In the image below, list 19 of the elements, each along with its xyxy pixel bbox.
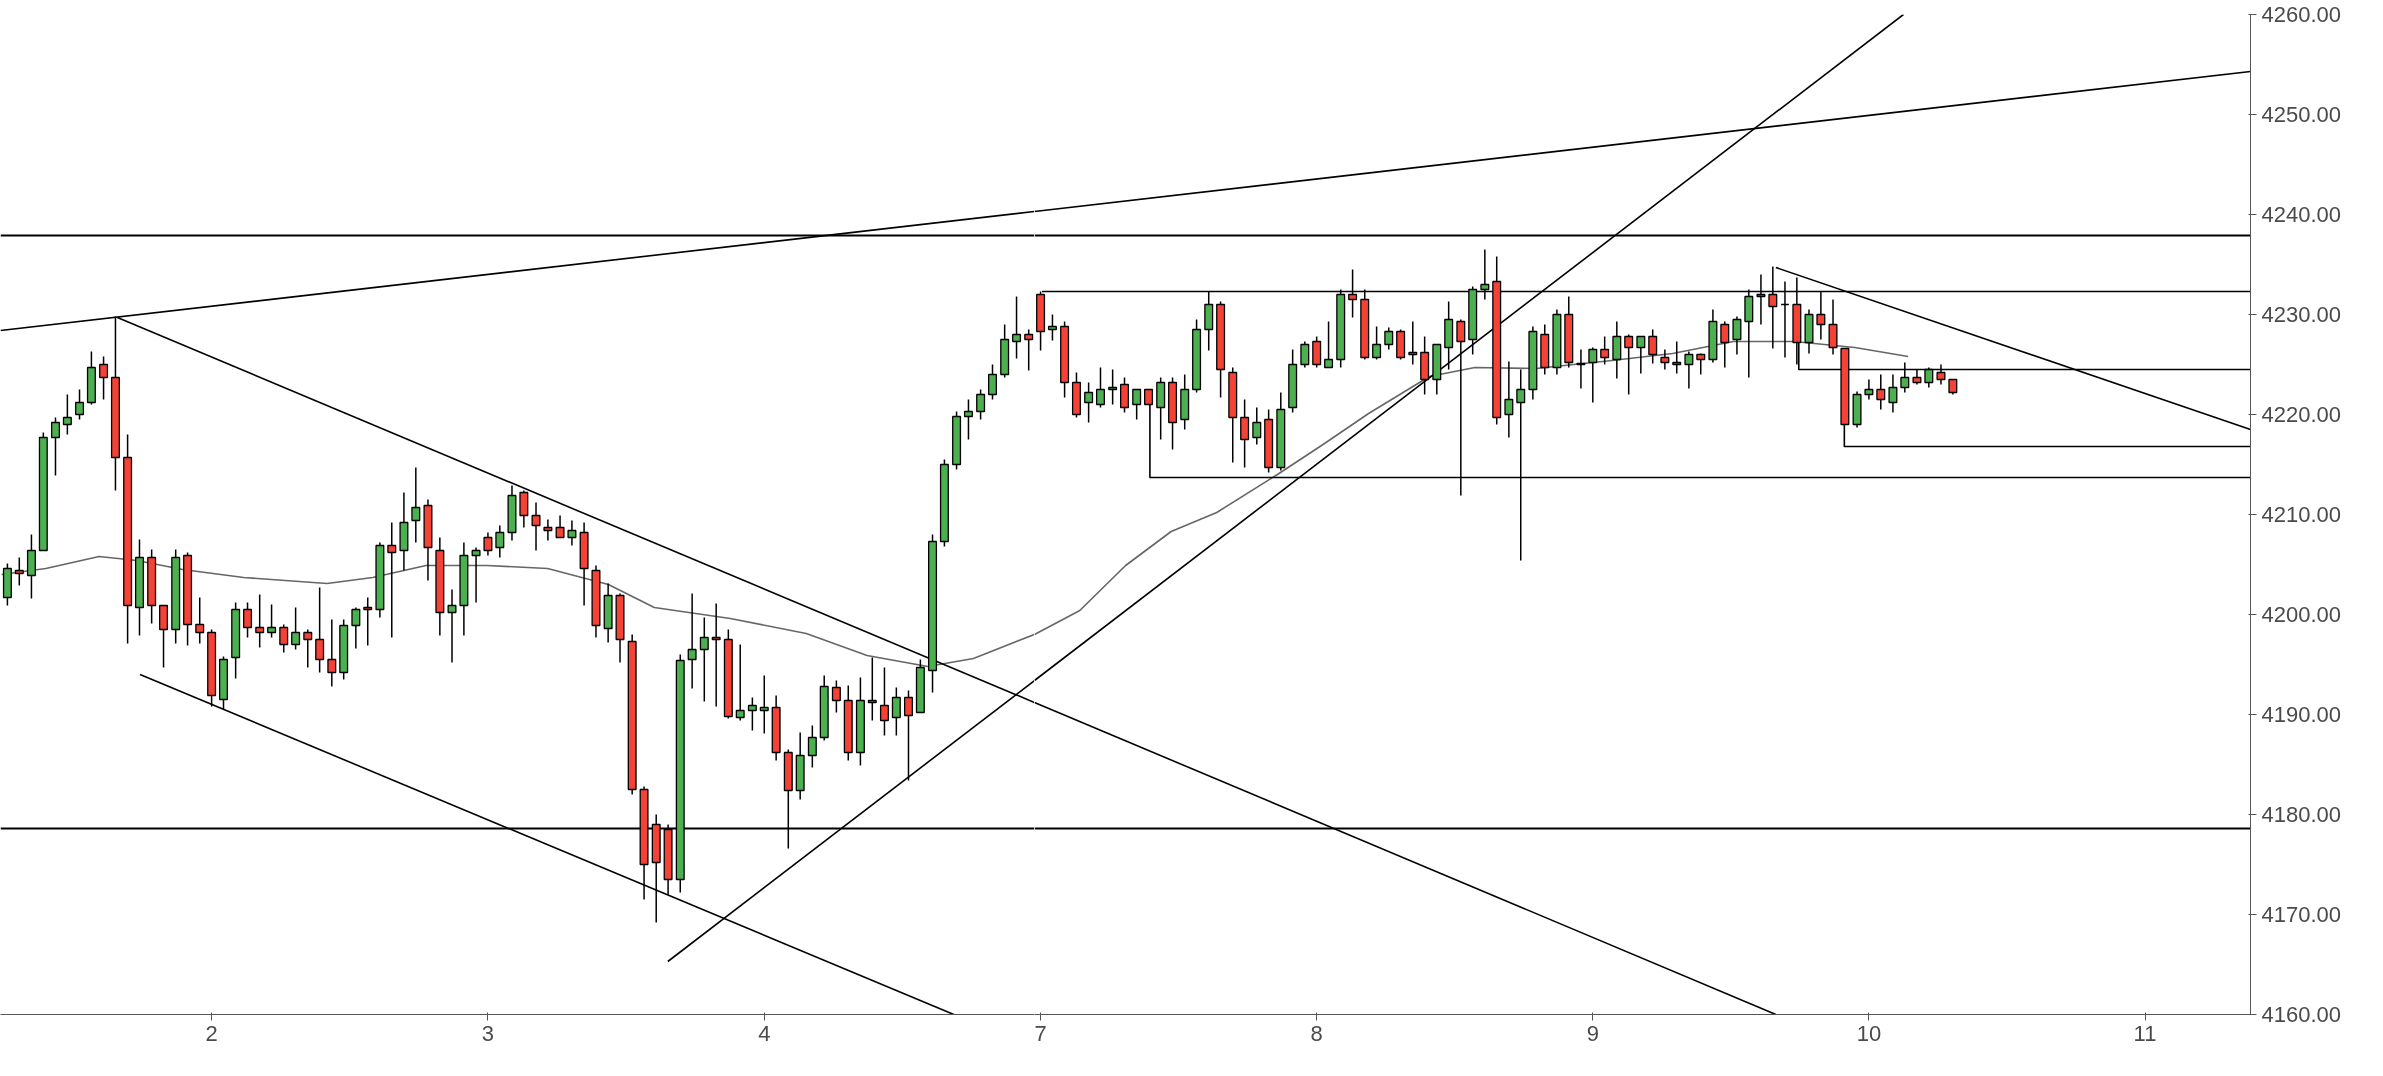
x-tick-label: 4 xyxy=(758,1020,771,1046)
x-tick-label: 11 xyxy=(2133,1020,2157,1046)
y-tick-label: 4210.00 xyxy=(2261,502,2342,527)
x-tick-label: 8 xyxy=(1310,1020,1323,1046)
y-tick-label: 4250.00 xyxy=(2261,102,2342,127)
y-tick-label: 4180.00 xyxy=(2261,802,2342,827)
y-tick-label: 4260.00 xyxy=(2261,2,2342,27)
x-tick-label: 3 xyxy=(481,1020,495,1046)
y-tick-label: 4170.00 xyxy=(2261,902,2342,927)
x-tick-label: 7 xyxy=(1034,1020,1047,1046)
x-tick-label: 10 xyxy=(1856,1020,1882,1046)
y-tick-label: 4220.00 xyxy=(2261,402,2342,427)
y-tick-label: 4190.00 xyxy=(2261,702,2342,727)
x-tick-label: 9 xyxy=(1586,1020,1599,1046)
x-tick-label: 2 xyxy=(205,1020,218,1046)
y-tick-label: 4160.00 xyxy=(2261,1002,2342,1027)
y-tick-label: 4240.00 xyxy=(2261,202,2342,227)
y-tick-label: 4230.00 xyxy=(2261,302,2342,327)
y-tick-label: 4200.00 xyxy=(2261,602,2342,627)
